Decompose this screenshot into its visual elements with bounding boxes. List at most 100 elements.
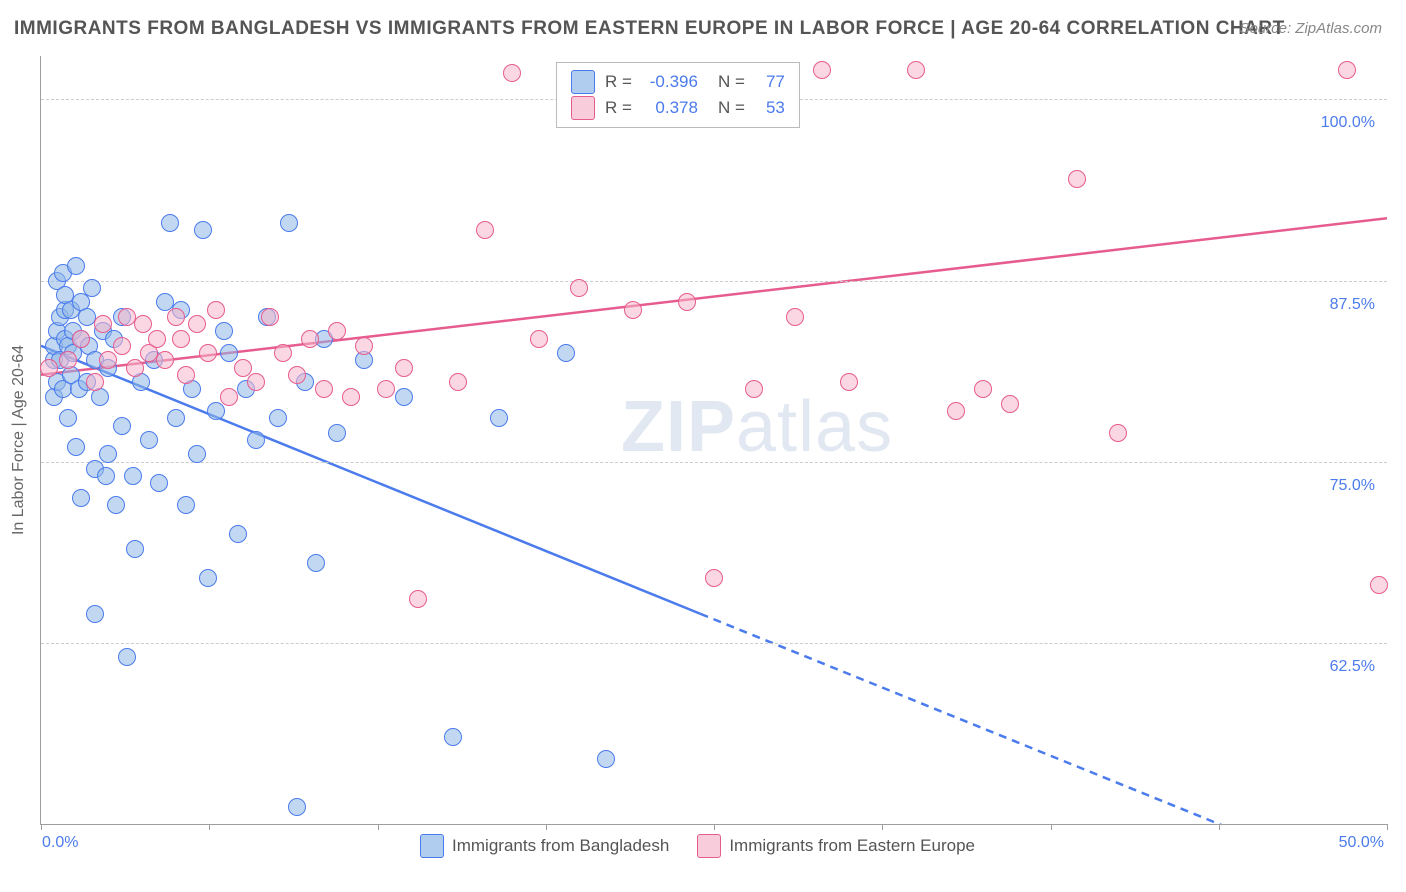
plot-area: In Labor Force | Age 20-64 ZIPatlas 62.5…: [40, 56, 1387, 825]
data-point: [409, 590, 427, 608]
data-point: [207, 301, 225, 319]
data-point: [113, 417, 131, 435]
data-point: [813, 61, 831, 79]
data-point: [395, 388, 413, 406]
r-label-2: R =: [605, 98, 632, 118]
data-point: [745, 380, 763, 398]
data-point: [97, 467, 115, 485]
data-point: [188, 315, 206, 333]
data-point: [194, 221, 212, 239]
data-point: [124, 467, 142, 485]
data-point: [490, 409, 508, 427]
legend-item-pink: Immigrants from Eastern Europe: [697, 834, 975, 858]
legend-label-blue: Immigrants from Bangladesh: [452, 836, 669, 856]
data-point: [107, 496, 125, 514]
x-tick: [1387, 824, 1388, 830]
data-point: [148, 330, 166, 348]
data-point: [188, 445, 206, 463]
x-tick: [378, 824, 379, 830]
data-point: [1109, 424, 1127, 442]
data-point: [99, 351, 117, 369]
data-point: [678, 293, 696, 311]
data-point: [301, 330, 319, 348]
data-point: [288, 798, 306, 816]
data-point: [557, 344, 575, 362]
y-tick-label: 62.5%: [1330, 658, 1375, 676]
data-point: [328, 322, 346, 340]
r-label: R =: [605, 72, 632, 92]
data-point: [150, 474, 168, 492]
gridline: [41, 281, 1387, 282]
y-tick-label: 75.0%: [1330, 477, 1375, 495]
data-point: [167, 409, 185, 427]
swatch-blue-icon: [420, 834, 444, 858]
data-point: [72, 489, 90, 507]
x-tick: [714, 824, 715, 830]
stats-legend-row-pink: R = 0.378 N = 53: [571, 95, 785, 121]
data-point: [247, 373, 265, 391]
data-point: [229, 525, 247, 543]
data-point: [907, 61, 925, 79]
data-point: [377, 380, 395, 398]
n-label-2: N =: [718, 98, 745, 118]
trend-lines: [41, 56, 1387, 824]
x-tick: [1051, 824, 1052, 830]
data-point: [247, 431, 265, 449]
gridline: [41, 643, 1387, 644]
data-point: [59, 351, 77, 369]
data-point: [67, 257, 85, 275]
data-point: [395, 359, 413, 377]
data-point: [328, 424, 346, 442]
data-point: [1370, 576, 1388, 594]
data-point: [40, 359, 58, 377]
data-point: [840, 373, 858, 391]
x-tick: [1219, 824, 1220, 830]
data-point: [113, 337, 131, 355]
data-point: [315, 380, 333, 398]
data-point: [167, 308, 185, 326]
data-point: [199, 569, 217, 587]
data-point: [156, 351, 174, 369]
data-point: [207, 402, 225, 420]
data-point: [220, 388, 238, 406]
x-tick-label-min: 0.0%: [42, 834, 78, 852]
data-point: [1001, 395, 1019, 413]
data-point: [126, 359, 144, 377]
data-point: [134, 315, 152, 333]
x-tick-label-max: 50.0%: [1339, 834, 1384, 852]
x-tick: [41, 824, 42, 830]
watermark: ZIPatlas: [621, 386, 893, 468]
stats-legend: R = -0.396 N = 77 R = 0.378 N = 53: [556, 62, 800, 128]
data-point: [974, 380, 992, 398]
n-value-blue: 77: [755, 72, 785, 92]
data-point: [705, 569, 723, 587]
data-point: [570, 279, 588, 297]
data-point: [172, 330, 190, 348]
chart-container: IMMIGRANTS FROM BANGLADESH VS IMMIGRANTS…: [0, 0, 1406, 892]
legend-label-pink: Immigrants from Eastern Europe: [729, 836, 975, 856]
y-tick-label: 87.5%: [1330, 296, 1375, 314]
data-point: [269, 409, 287, 427]
series-legend: Immigrants from Bangladesh Immigrants fr…: [420, 834, 975, 858]
data-point: [118, 648, 136, 666]
data-point: [786, 308, 804, 326]
data-point: [94, 315, 112, 333]
x-tick: [209, 824, 210, 830]
data-point: [59, 409, 77, 427]
data-point: [220, 344, 238, 362]
data-point: [530, 330, 548, 348]
data-point: [83, 279, 101, 297]
data-point: [140, 431, 158, 449]
data-point: [288, 366, 306, 384]
legend-item-blue: Immigrants from Bangladesh: [420, 834, 669, 858]
n-value-pink: 53: [755, 98, 785, 118]
data-point: [86, 373, 104, 391]
x-tick: [546, 824, 547, 830]
x-tick: [882, 824, 883, 830]
data-point: [355, 337, 373, 355]
gridline: [41, 462, 1387, 463]
swatch-pink-icon: [571, 96, 595, 120]
y-tick-label: 100.0%: [1321, 114, 1375, 132]
data-point: [126, 540, 144, 558]
y-axis-label: In Labor Force | Age 20-64: [10, 345, 28, 535]
